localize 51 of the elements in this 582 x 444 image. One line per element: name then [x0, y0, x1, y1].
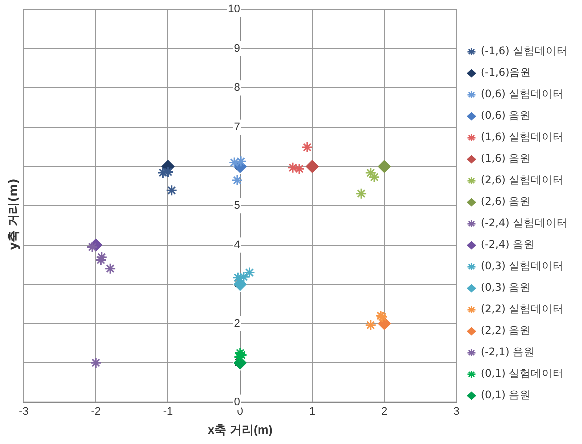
legend-label: (0,6) 실험데이터: [480, 88, 564, 101]
legend-label: (0,3) 음원: [480, 282, 532, 294]
x-tick-label: -1: [163, 406, 174, 418]
y-tick-label: 9: [234, 42, 240, 55]
legend-label: (-2,4) 음원: [480, 239, 536, 252]
x-tick-label: -3: [19, 406, 29, 418]
point: [95, 254, 107, 266]
point: [166, 184, 178, 196]
legend-label: (1,6) 실험데이터: [480, 132, 564, 144]
y-tick-label: 8: [234, 82, 240, 94]
point: [244, 267, 256, 279]
x-tick-label: -2: [91, 406, 102, 418]
y-axis-title: y축 거리(m): [6, 178, 22, 252]
point: [294, 163, 306, 175]
legend-label: (0,1) 음원: [480, 390, 532, 402]
point: [232, 174, 244, 186]
point: [302, 142, 314, 154]
point: [90, 357, 102, 369]
legend-label: (2,6) 실험데이터: [480, 174, 564, 187]
point: [356, 188, 368, 200]
y-tick-label: 4: [234, 239, 240, 252]
legend-label: (-2,1) 음원: [480, 346, 536, 359]
legend-label: (-1,6) 실험데이터: [480, 46, 568, 58]
x-axis-title: x축 거리(m): [208, 423, 273, 438]
legend-label: (0,6) 음원: [480, 110, 532, 122]
point: [228, 157, 240, 169]
legend-label: (-1,6)음원: [480, 67, 532, 80]
x-tick-label: 2: [382, 406, 388, 418]
legend-label: (0,3) 실험데이터: [480, 260, 564, 273]
y-tick-label: 0: [234, 396, 240, 408]
y-tick-label: 7: [234, 121, 240, 134]
point: [287, 162, 299, 174]
point: [157, 167, 169, 179]
point: [96, 252, 108, 264]
x-tick-label: 1: [309, 406, 316, 418]
point: [238, 271, 250, 283]
point: [86, 241, 98, 253]
y-tick-label: 10: [228, 4, 240, 16]
point: [378, 160, 392, 174]
y-tick-label: 5: [234, 200, 240, 212]
y-tick-label: 2: [234, 318, 240, 330]
point: [104, 263, 116, 275]
legend-label: (-2,4) 실험데이터: [480, 218, 568, 230]
legend-label: (0,1) 실험데이터: [480, 368, 564, 380]
x-tick-label: 3: [454, 406, 460, 418]
point: [365, 320, 377, 332]
legend-label: (1,6) 음원: [480, 153, 532, 166]
point: [306, 160, 319, 174]
legend-label: (2,2) 음원: [480, 325, 532, 338]
legend-label: (2,6) 음원: [480, 196, 532, 208]
legend-label: (2,2) 실험데이터: [480, 304, 564, 316]
